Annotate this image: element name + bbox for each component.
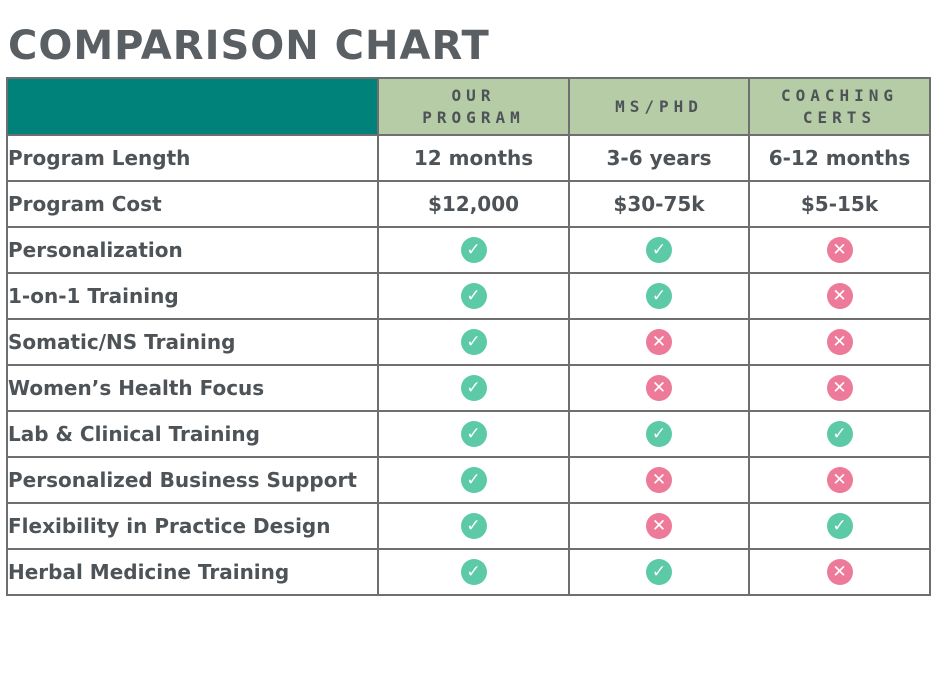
header-corner-cell <box>6 77 379 136</box>
table-row: Program Length 12 months 3-6 years 6-12 mon… <box>6 134 931 182</box>
mark-cell-our-program: ✓ <box>377 318 570 366</box>
table-row: Lab & Clinical Training ✓ ✓ ✓ <box>6 410 931 458</box>
x-circle-icon: ✕ <box>826 467 853 493</box>
table-row: Somatic/NS Training ✓ ✕ ✕ <box>6 318 931 366</box>
mark-cell-our-program: ✓ <box>377 364 570 412</box>
check-circle-icon: ✓ <box>460 329 487 355</box>
value-cell-ms-phd: 3-6 years <box>568 134 750 182</box>
mark-cell-coaching-certs: ✕ <box>748 272 931 320</box>
table-row: Program Cost $12,000 $30-75k $5-15k <box>6 180 931 228</box>
value-cell-our-program: $12,000 <box>377 180 570 228</box>
check-circle-icon: ✓ <box>646 421 672 447</box>
table-row: Women’s Health Focus ✓ ✕ ✕ <box>6 364 931 412</box>
header-row: OUR PROGRAM MS/PHD COACHING CERTS <box>6 77 931 136</box>
column-header-coaching-certs: COACHING CERTS <box>748 77 931 136</box>
table-row: Herbal Medicine Training ✓ ✓ ✕ <box>6 548 931 596</box>
mark-cell-ms-phd: ✓ <box>568 272 750 320</box>
mark-cell-coaching-certs: ✕ <box>748 318 931 366</box>
mark-cell-our-program: ✓ <box>377 502 570 550</box>
mark-cell-ms-phd: ✕ <box>568 318 750 366</box>
table-row: Flexibility in Practice Design ✓ ✕ ✓ <box>6 502 931 550</box>
mark-cell-coaching-certs: ✓ <box>748 502 931 550</box>
value-cell-coaching-certs: 6-12 months <box>748 134 931 182</box>
mark-cell-our-program: ✓ <box>377 410 570 458</box>
x-circle-icon: ✕ <box>646 467 672 493</box>
check-circle-icon: ✓ <box>826 421 853 447</box>
row-label: Herbal Medicine Training <box>6 548 379 596</box>
mark-cell-ms-phd: ✓ <box>568 226 750 274</box>
comparison-table: OUR PROGRAM MS/PHD COACHING CERTS Progra… <box>6 77 931 596</box>
row-label: Lab & Clinical Training <box>6 410 379 458</box>
row-label: Program Length <box>6 134 379 182</box>
check-circle-icon: ✓ <box>826 513 853 539</box>
table-row: Personalized Business Support ✓ ✕ ✕ <box>6 456 931 504</box>
x-circle-icon: ✕ <box>826 329 853 355</box>
value-cell-ms-phd: $30-75k <box>568 180 750 228</box>
mark-cell-coaching-certs: ✕ <box>748 456 931 504</box>
mark-cell-coaching-certs: ✕ <box>748 548 931 596</box>
x-circle-icon: ✕ <box>826 375 853 401</box>
mark-cell-ms-phd: ✕ <box>568 502 750 550</box>
value-cell-our-program: 12 months <box>377 134 570 182</box>
x-circle-icon: ✕ <box>646 329 672 355</box>
column-header-ms-phd: MS/PHD <box>568 77 750 136</box>
check-circle-icon: ✓ <box>460 467 487 493</box>
mark-cell-ms-phd: ✓ <box>568 410 750 458</box>
table-row: Personalization ✓ ✓ ✕ <box>6 226 931 274</box>
check-circle-icon: ✓ <box>460 375 487 401</box>
mark-cell-our-program: ✓ <box>377 226 570 274</box>
row-label: Flexibility in Practice Design <box>6 502 379 550</box>
x-circle-icon: ✕ <box>826 283 853 309</box>
mark-cell-coaching-certs: ✕ <box>748 364 931 412</box>
check-circle-icon: ✓ <box>460 237 487 263</box>
mark-cell-ms-phd: ✕ <box>568 456 750 504</box>
row-label: Personalization <box>6 226 379 274</box>
mark-cell-our-program: ✓ <box>377 548 570 596</box>
row-label: Somatic/NS Training <box>6 318 379 366</box>
mark-cell-ms-phd: ✕ <box>568 364 750 412</box>
row-label: Personalized Business Support <box>6 456 379 504</box>
mark-cell-our-program: ✓ <box>377 272 570 320</box>
check-circle-icon: ✓ <box>460 559 487 585</box>
row-label: Program Cost <box>6 180 379 228</box>
check-circle-icon: ✓ <box>460 283 487 309</box>
check-circle-icon: ✓ <box>646 559 672 585</box>
check-circle-icon: ✓ <box>646 237 672 263</box>
mark-cell-ms-phd: ✓ <box>568 548 750 596</box>
x-circle-icon: ✕ <box>646 375 672 401</box>
mark-cell-coaching-certs: ✓ <box>748 410 931 458</box>
page-title: COMPARISON CHART <box>8 23 490 69</box>
check-circle-icon: ✓ <box>460 421 487 447</box>
mark-cell-coaching-certs: ✕ <box>748 226 931 274</box>
x-circle-icon: ✕ <box>826 559 853 585</box>
x-circle-icon: ✕ <box>646 513 672 539</box>
row-label: 1-on-1 Training <box>6 272 379 320</box>
column-header-our-program: OUR PROGRAM <box>377 77 570 136</box>
row-label: Women’s Health Focus <box>6 364 379 412</box>
x-circle-icon: ✕ <box>826 237 853 263</box>
mark-cell-our-program: ✓ <box>377 456 570 504</box>
check-circle-icon: ✓ <box>646 283 672 309</box>
table-row: 1-on-1 Training ✓ ✓ ✕ <box>6 272 931 320</box>
value-cell-coaching-certs: $5-15k <box>748 180 931 228</box>
check-circle-icon: ✓ <box>460 513 487 539</box>
